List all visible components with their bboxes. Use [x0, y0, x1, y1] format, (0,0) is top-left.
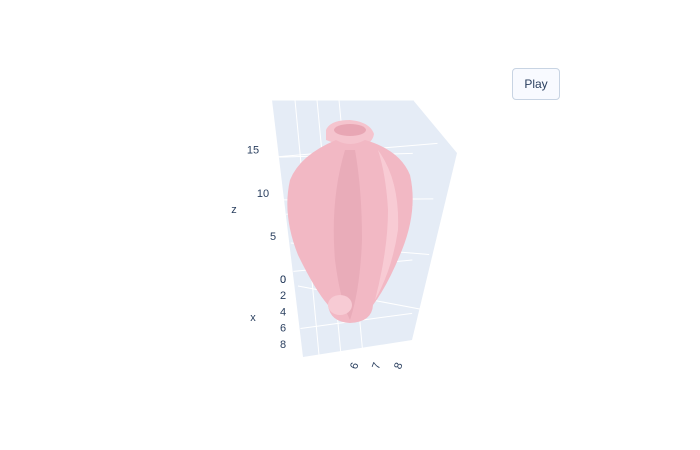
z-tick-label: 10 — [257, 188, 269, 200]
x-tick-label: 8 — [280, 339, 286, 351]
y-tick-label: 8 — [392, 361, 405, 371]
y-tick-label: 6 — [348, 361, 361, 371]
x-axis-title: x — [250, 312, 256, 324]
vase-surface — [287, 120, 413, 323]
z-axis-title: z — [231, 204, 237, 216]
x-tick-label: 0 — [280, 274, 286, 286]
play-button[interactable]: Play — [512, 68, 560, 100]
z-tick-label: 15 — [247, 145, 259, 157]
x-tick-label: 2 — [280, 290, 286, 302]
x-tick-label: 6 — [280, 323, 286, 335]
y-tick-label: 7 — [370, 361, 383, 371]
x-tick-label: 4 — [280, 306, 286, 318]
z-tick-label: 0 — [280, 274, 286, 286]
z-tick-label: 5 — [270, 231, 276, 243]
